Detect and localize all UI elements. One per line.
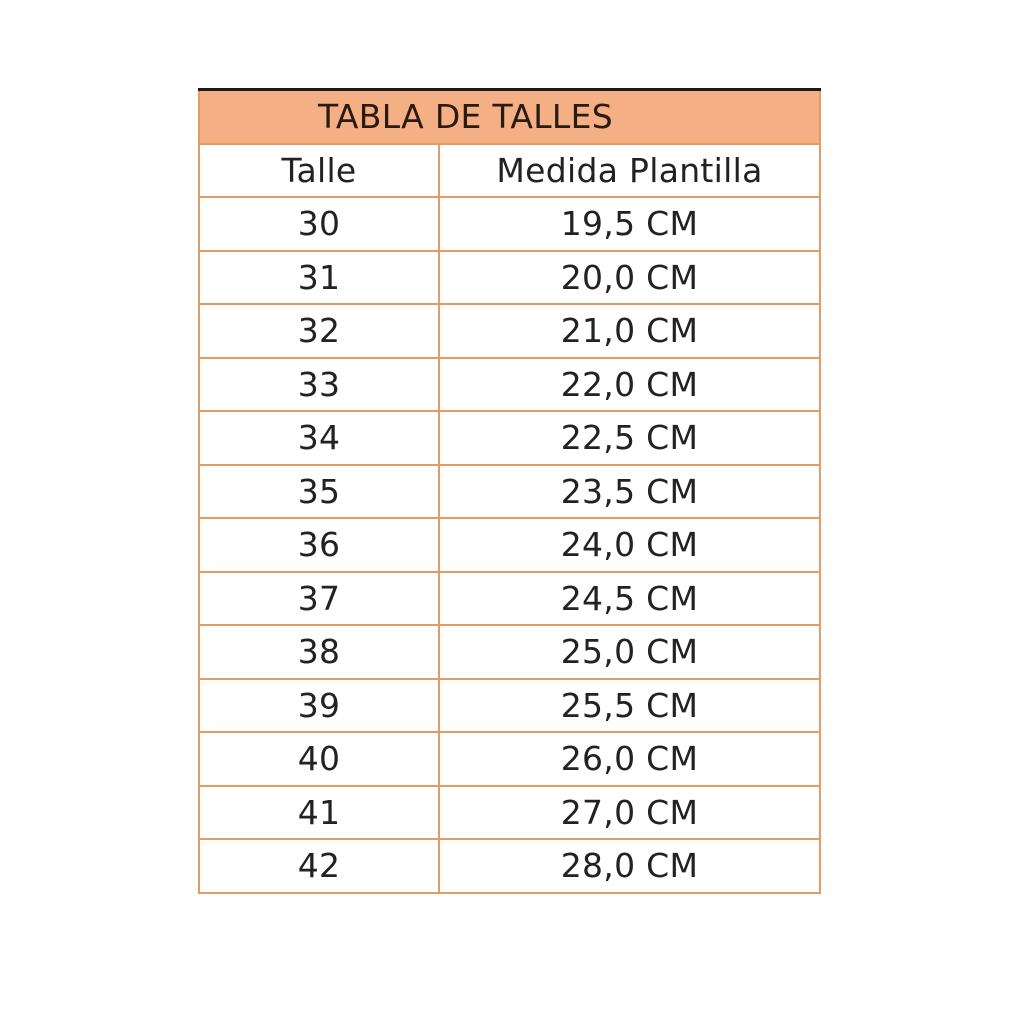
measure-cell: 23,5 CM	[438, 463, 821, 519]
size-cell: 31	[198, 249, 440, 305]
table-row: 32 21,0 CM	[198, 303, 821, 359]
size-cell: 35	[198, 463, 440, 519]
size-cell: 38	[198, 624, 440, 680]
table-row: 34 22,5 CM	[198, 410, 821, 466]
size-cell: 34	[198, 410, 440, 466]
table-row: 35 23,5 CM	[198, 463, 821, 519]
measure-cell: 20,0 CM	[438, 249, 821, 305]
size-cell: 33	[198, 356, 440, 412]
header-medida: Medida Plantilla	[438, 142, 821, 198]
measure-cell: 22,0 CM	[438, 356, 821, 412]
measure-cell: 21,0 CM	[438, 303, 821, 359]
measure-cell: 24,5 CM	[438, 570, 821, 626]
measure-cell: 25,5 CM	[438, 677, 821, 733]
measure-cell: 22,5 CM	[438, 410, 821, 466]
size-cell: 30	[198, 196, 440, 252]
measure-cell: 26,0 CM	[438, 731, 821, 787]
size-cell: 39	[198, 677, 440, 733]
measure-cell: 25,0 CM	[438, 624, 821, 680]
table-row: 41 27,0 CM	[198, 784, 821, 840]
measure-cell: 19,5 CM	[438, 196, 821, 252]
table-row: 38 25,0 CM	[198, 624, 821, 680]
size-cell: 32	[198, 303, 440, 359]
size-chart-table: TABLA DE TALLES Talle Medida Plantilla 3…	[198, 88, 821, 894]
table-row: 39 25,5 CM	[198, 677, 821, 733]
table-row: 30 19,5 CM	[198, 196, 821, 252]
size-cell: 40	[198, 731, 440, 787]
table-row: 33 22,0 CM	[198, 356, 821, 412]
size-cell: 41	[198, 784, 440, 840]
table-row: 37 24,5 CM	[198, 570, 821, 626]
measure-cell: 28,0 CM	[438, 838, 821, 894]
measure-cell: 24,0 CM	[438, 517, 821, 573]
table-title: TABLA DE TALLES	[198, 88, 821, 145]
table-row: 31 20,0 CM	[198, 249, 821, 305]
table-row: 40 26,0 CM	[198, 731, 821, 787]
header-talle: Talle	[198, 142, 440, 198]
size-cell: 36	[198, 517, 440, 573]
table-row: 42 28,0 CM	[198, 838, 821, 894]
measure-cell: 27,0 CM	[438, 784, 821, 840]
size-cell: 37	[198, 570, 440, 626]
table-row: 36 24,0 CM	[198, 517, 821, 573]
size-cell: 42	[198, 838, 440, 894]
